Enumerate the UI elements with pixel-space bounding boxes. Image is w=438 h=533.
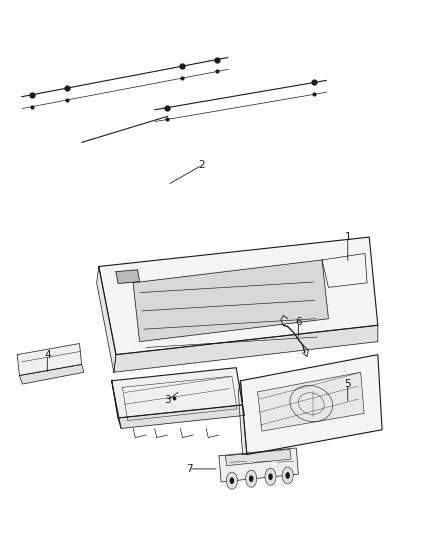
- Text: 4: 4: [44, 350, 51, 360]
- Polygon shape: [116, 270, 140, 284]
- Polygon shape: [238, 381, 247, 455]
- Circle shape: [230, 477, 234, 484]
- Circle shape: [282, 467, 293, 484]
- Polygon shape: [114, 325, 378, 372]
- Circle shape: [249, 475, 254, 482]
- Text: 5: 5: [344, 379, 351, 389]
- Text: 7: 7: [186, 464, 192, 474]
- Polygon shape: [219, 448, 298, 482]
- Text: 2: 2: [198, 160, 205, 171]
- Circle shape: [286, 472, 290, 479]
- Polygon shape: [19, 365, 84, 384]
- Circle shape: [265, 469, 276, 485]
- Polygon shape: [99, 237, 378, 354]
- Polygon shape: [112, 381, 121, 429]
- Polygon shape: [17, 344, 81, 376]
- Circle shape: [246, 470, 257, 487]
- Polygon shape: [133, 260, 328, 342]
- Circle shape: [226, 472, 237, 489]
- Polygon shape: [97, 266, 116, 372]
- Text: 3: 3: [164, 395, 171, 406]
- Text: 1: 1: [344, 232, 351, 242]
- Circle shape: [268, 473, 273, 480]
- Polygon shape: [226, 449, 291, 466]
- Polygon shape: [112, 368, 243, 418]
- Polygon shape: [258, 372, 364, 431]
- Polygon shape: [118, 405, 245, 429]
- Text: 6: 6: [295, 317, 302, 327]
- Polygon shape: [240, 354, 382, 455]
